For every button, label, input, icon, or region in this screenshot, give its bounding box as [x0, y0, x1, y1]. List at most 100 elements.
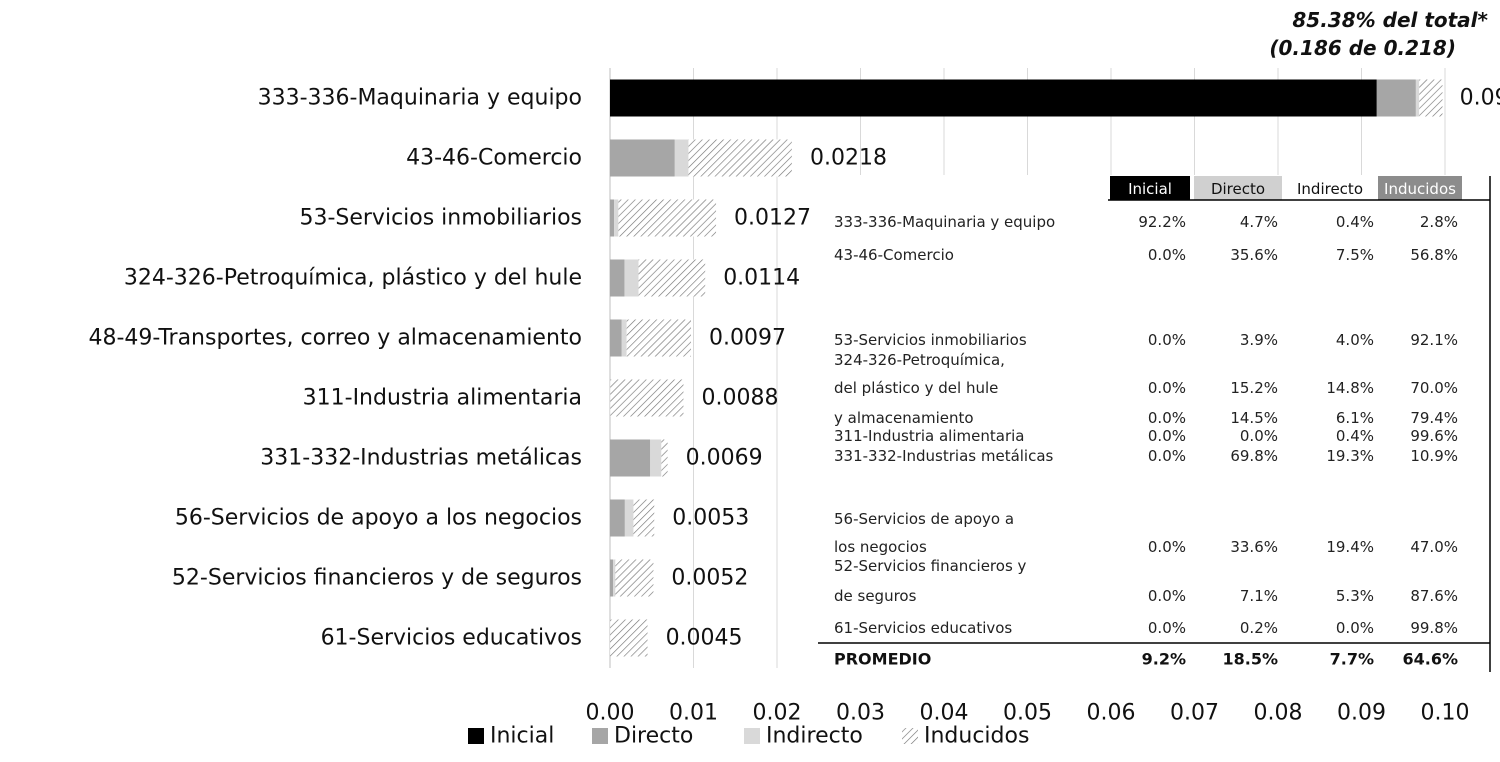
value-label: 0.0114 — [723, 266, 800, 291]
table-row-label: 53-Servicios inmobiliarios — [834, 331, 1027, 349]
category-label: 331-332-Industrias metálicas — [260, 446, 582, 471]
table-cell: 0.0% — [1148, 246, 1186, 264]
bar-indirecto-3 — [624, 259, 639, 297]
table-cell: 15.2% — [1230, 379, 1278, 397]
table-cell: 0.0% — [1148, 587, 1186, 605]
table-cell: 0.0% — [1148, 409, 1186, 427]
x-tick-label: 0.05 — [1003, 701, 1052, 726]
bar-inducidos-9 — [610, 619, 648, 657]
x-tick-label: 0.08 — [1254, 701, 1303, 726]
table-row-label: 311-Industria alimentaria — [834, 427, 1024, 445]
category-label: 52-Servicios financieros y de seguros — [172, 566, 582, 591]
value-label: 0.0052 — [671, 566, 748, 591]
table-cell: 0.0% — [1148, 331, 1186, 349]
legend-swatch-directo — [592, 728, 608, 744]
table-header-bg — [1194, 176, 1282, 200]
table-row-label: 43-46-Comercio — [834, 246, 954, 264]
table-header-bg — [1110, 176, 1190, 200]
bars — [610, 79, 1443, 657]
value-label: 0.0218 — [810, 146, 887, 171]
bar-inducidos-3 — [638, 259, 706, 297]
table-cell: 7.1% — [1240, 587, 1278, 605]
table-row-label: 61-Servicios educativos — [834, 619, 1012, 637]
bar-inducidos-1 — [688, 139, 792, 177]
table-average-label: PROMEDIO — [834, 650, 931, 669]
category-label: 48-49-Transportes, correo y almacenamien… — [88, 326, 582, 351]
table-cell: 4.7% — [1240, 213, 1278, 231]
table-cell: 0.0% — [1148, 447, 1186, 465]
table-header-bg — [1282, 176, 1378, 200]
legend-swatch-inducidos — [902, 728, 918, 744]
bar-indirecto-2 — [614, 199, 619, 237]
category-label: 56-Servicios de apoyo a los negocios — [175, 506, 582, 531]
category-label: 61-Servicios educativos — [321, 626, 582, 651]
table-header-bg — [1378, 176, 1462, 200]
bar-directo-3 — [610, 259, 625, 297]
table-row-label: del plástico y del hule — [834, 379, 998, 397]
bar-inducidos-2 — [618, 199, 717, 237]
table-cell: 0.0% — [1336, 619, 1374, 637]
table-cell: 0.0% — [1148, 619, 1186, 637]
value-label: 0.0127 — [734, 206, 811, 231]
bar-indirecto-5 — [610, 379, 611, 417]
legend-label-inicial: Inicial — [490, 724, 554, 749]
legend-label-indirecto: Indirecto — [766, 724, 863, 749]
table-cell: 2.8% — [1420, 213, 1458, 231]
value-label: 0.0053 — [672, 506, 749, 531]
table-row-label: 52-Servicios financieros y — [834, 557, 1027, 575]
bar-inducidos-0 — [1419, 79, 1443, 117]
table-cell: 99.6% — [1410, 427, 1458, 445]
table-cell: 79.4% — [1410, 409, 1458, 427]
category-label: 43-46-Comercio — [406, 146, 582, 171]
value-label: 0.0045 — [666, 626, 743, 651]
x-tick-label: 0.00 — [586, 701, 635, 726]
bar-indirecto-0 — [1415, 79, 1420, 117]
table-cell: 33.6% — [1230, 538, 1278, 556]
x-tick-label: 0.10 — [1421, 701, 1470, 726]
table-cell: 0.0% — [1240, 427, 1278, 445]
legend-label-directo: Directo — [614, 724, 693, 749]
bar-directo-0 — [1376, 79, 1416, 117]
bar-inducidos-8 — [615, 559, 654, 597]
bar-directo-7 — [610, 499, 625, 537]
table-average-cell: 18.5% — [1222, 650, 1278, 669]
category-label: 311-Industria alimentaria — [303, 386, 582, 411]
table-header: Directo — [1211, 180, 1265, 198]
table-cell: 3.9% — [1240, 331, 1278, 349]
table-background — [818, 175, 1490, 672]
table-cell: 92.2% — [1138, 213, 1186, 231]
table-cell: 0.4% — [1336, 213, 1374, 231]
bar-indirecto-4 — [621, 319, 627, 357]
table-cell: 56.8% — [1410, 246, 1458, 264]
bar-inducidos-4 — [626, 319, 691, 357]
table-cell: 0.0% — [1148, 427, 1186, 445]
annotation: 85.38% del total* (0.186 de 0.218) — [1269, 8, 1488, 60]
table-row-label: 331-332-Industrias metálicas — [834, 447, 1054, 465]
x-tick-label: 0.09 — [1337, 701, 1386, 726]
table-row-label: 324-326-Petroquímica, — [834, 351, 1005, 369]
x-tick-label: 0.02 — [753, 701, 802, 726]
table-cell: 70.0% — [1410, 379, 1458, 397]
bar-inducidos-5 — [610, 379, 684, 417]
table-row-label: 56-Servicios de apoyo a — [834, 510, 1014, 528]
table-cell: 92.1% — [1410, 331, 1458, 349]
value-labels: 0.0996 0.0218 0.0127 0.0114 0.0097 0.0088 0.00… — [666, 86, 1500, 651]
bar-directo-2 — [610, 199, 615, 237]
table-cell: 99.8% — [1410, 619, 1458, 637]
table-cell: 14.8% — [1326, 379, 1374, 397]
value-label: 0.0069 — [686, 446, 763, 471]
table-cell: 0.4% — [1336, 427, 1374, 445]
annotation-line-2: (0.186 de 0.218) — [1269, 36, 1456, 60]
table-cell: 10.9% — [1410, 447, 1458, 465]
table-cell: 14.5% — [1230, 409, 1278, 427]
table-header: Inducidos — [1384, 180, 1456, 198]
value-label: 0.0088 — [701, 386, 778, 411]
bar-indirecto-1 — [674, 139, 689, 177]
table-row-label: de seguros — [834, 587, 917, 605]
bar-directo-1 — [610, 139, 675, 177]
table-row-label: los negocios — [834, 538, 927, 556]
category-label: 324-326-Petroquímica, plástico y del hul… — [124, 266, 582, 291]
legend-swatch-inicial — [468, 728, 484, 744]
table-cell: 0.0% — [1148, 538, 1186, 556]
